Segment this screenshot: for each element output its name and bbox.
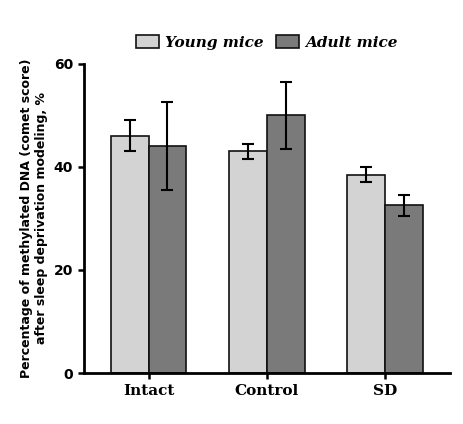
Bar	[384, 206, 422, 373]
Bar	[228, 151, 266, 373]
Legend: Young mice, Adult mice: Young mice, Adult mice	[133, 32, 400, 53]
Bar	[266, 115, 304, 373]
Y-axis label: Percentage of methylated DNA (comet score)
after sleep deprivation modeling, %: Percentage of methylated DNA (comet scor…	[20, 59, 48, 378]
Bar	[111, 136, 148, 373]
Bar	[346, 175, 384, 373]
Bar	[148, 146, 186, 373]
